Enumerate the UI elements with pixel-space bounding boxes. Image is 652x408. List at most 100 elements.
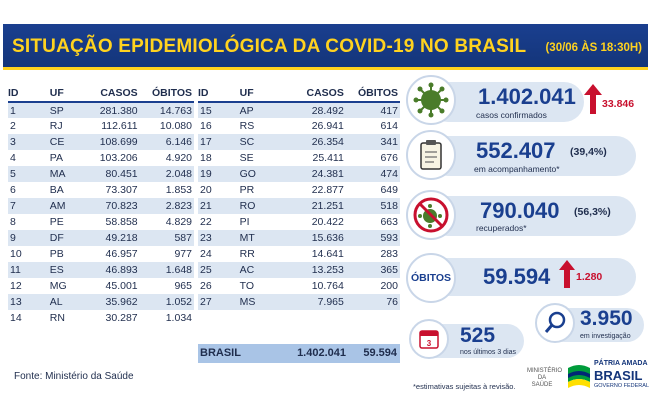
cell-id: 20 <box>200 184 212 196</box>
cell-id: 4 <box>10 152 16 164</box>
obitos-value: 59.594 <box>483 264 551 289</box>
cell-casos: 28.492 <box>270 102 346 118</box>
cell-obitos: 1.853 <box>165 184 192 196</box>
investigacao-value: 3.950 <box>580 307 633 330</box>
svg-text:3: 3 <box>427 339 432 348</box>
cell-casos: 281.380 <box>72 102 140 118</box>
cell-uf: MA <box>49 166 73 182</box>
cell-id: 11 <box>8 262 50 278</box>
cell-uf: MS <box>239 294 271 310</box>
brasil-total-row: BRASIL 1.402.041 59.594 <box>198 344 400 363</box>
cell-casos: 13.253 <box>270 262 346 278</box>
cell-id: 23 <box>198 230 240 246</box>
cell-obitos: 365 <box>345 262 400 278</box>
table-row: 4 PA 103.206 4.920 <box>8 150 194 166</box>
cell-casos: 30.287 <box>105 312 138 324</box>
cell-uf: RS <box>239 120 255 132</box>
table-row: 20 PR 22.877 649 <box>198 182 400 198</box>
state-table-right: ID UF CASOS ÓBITOS 15 AP 28.492 417 16 RS 26.9… <box>198 85 400 310</box>
cell-obitos: 2.048 <box>139 166 194 182</box>
cell-id: 7 <box>8 198 50 214</box>
cell-casos: 45.001 <box>105 280 138 292</box>
page-title: SITUAÇÃO EPIDEMIOLÓGICA DA COVID-19 NO B… <box>12 36 527 57</box>
cell-id: 25 <box>198 262 240 278</box>
cell-id: 2 <box>10 120 16 132</box>
investigacao-label: em investigação <box>580 333 631 340</box>
cell-casos: 49.218 <box>72 230 140 246</box>
cell-casos: 10.764 <box>311 280 344 292</box>
cell-uf: PR <box>239 184 255 196</box>
cell-uf: RJ <box>49 120 63 132</box>
flag-icon <box>568 365 590 388</box>
col-header-id: ID <box>8 85 50 103</box>
table-row: 15 AP 28.492 417 <box>198 102 400 118</box>
cell-casos: 20.422 <box>311 216 344 228</box>
confirmados-label: casos confirmados <box>476 110 547 120</box>
cell-uf: AM <box>49 198 73 214</box>
clipboard-badge <box>406 130 456 180</box>
table-row: 12 MG 45.001 965 <box>8 278 194 294</box>
table-row: 8 PE 58.858 4.829 <box>8 214 194 230</box>
brasil-label: BRASIL <box>200 347 241 359</box>
cell-casos: 21.251 <box>270 198 346 214</box>
header-banner: SITUAÇÃO EPIDEMIOLÓGICA DA COVID-19 NO B… <box>3 24 648 70</box>
cell-obitos: 2.823 <box>139 198 194 214</box>
cell-uf: MG <box>49 280 67 292</box>
cell-id: 13 <box>8 294 50 310</box>
cell-casos: 46.957 <box>105 248 138 260</box>
cell-obitos: 283 <box>380 248 398 260</box>
table-row: 24 RR 14.641 283 <box>198 246 400 262</box>
acompanhamento-value: 552.407 <box>476 138 556 163</box>
cell-id: 6 <box>10 184 16 196</box>
cell-id: 17 <box>198 134 240 150</box>
cell-obitos: 676 <box>380 152 398 164</box>
cell-obitos: 4.829 <box>165 216 192 228</box>
col-header-uf: UF <box>49 85 73 103</box>
cell-casos: 15.636 <box>270 230 346 246</box>
cell-id: 18 <box>200 152 212 164</box>
cell-uf: SE <box>239 152 254 164</box>
cell-id: 8 <box>10 216 16 228</box>
cell-uf: GO <box>239 166 271 182</box>
confirmados-increase: 33.846 <box>602 98 635 110</box>
table-row: 1 SP 281.380 14.763 <box>8 102 194 118</box>
clipboard-icon <box>420 140 442 170</box>
cell-id: 26 <box>200 280 212 292</box>
cell-id: 1 <box>8 102 50 118</box>
recuperados-label: recuperados* <box>476 223 527 233</box>
cell-casos: 58.858 <box>105 216 138 228</box>
cell-casos: 25.411 <box>312 152 344 164</box>
cell-obitos: 474 <box>345 166 400 182</box>
cell-obitos: 14.763 <box>139 102 194 118</box>
virus-prohibited-icon <box>413 197 449 233</box>
cell-uf: CE <box>49 134 73 150</box>
logo-line3: GOVERNO FEDERAL <box>594 383 650 389</box>
obitos-badge: ÓBITOS <box>406 253 456 303</box>
cell-uf: RN <box>49 312 65 324</box>
brasil-casos: 1.402.041 <box>297 347 346 359</box>
table-row: 21 RO 21.251 518 <box>198 198 400 214</box>
cell-obitos: 649 <box>380 184 398 196</box>
cell-obitos: 417 <box>345 102 400 118</box>
table-row: 14 RN 30.287 1.034 <box>8 310 194 326</box>
cell-uf: DF <box>49 230 73 246</box>
cell-uf: AL <box>49 294 73 310</box>
table-row: 3 CE 108.699 6.146 <box>8 134 194 150</box>
col-header-obitos: ÓBITOS <box>139 85 194 103</box>
cell-id: 21 <box>198 198 240 214</box>
cell-casos: 26.941 <box>311 120 344 132</box>
cell-obitos: 341 <box>345 134 400 150</box>
cell-casos: 24.381 <box>270 166 346 182</box>
ultimos-dias-label: nos últimos 3 dias <box>460 349 517 356</box>
col-header-casos: CASOS <box>270 85 346 103</box>
brasil-obitos: 59.594 <box>363 347 397 359</box>
cell-uf: RR <box>239 248 255 260</box>
cell-obitos: 614 <box>380 120 398 132</box>
cell-obitos: 1.034 <box>165 312 192 324</box>
cell-uf: AC <box>239 262 271 278</box>
cell-uf: BA <box>49 184 64 196</box>
estimate-footnote: *estimativas sujeitas à revisão. <box>413 382 516 391</box>
cell-id: 24 <box>200 248 212 260</box>
col-header-uf: UF <box>239 85 271 103</box>
calendar-badge: 3 <box>409 319 449 359</box>
